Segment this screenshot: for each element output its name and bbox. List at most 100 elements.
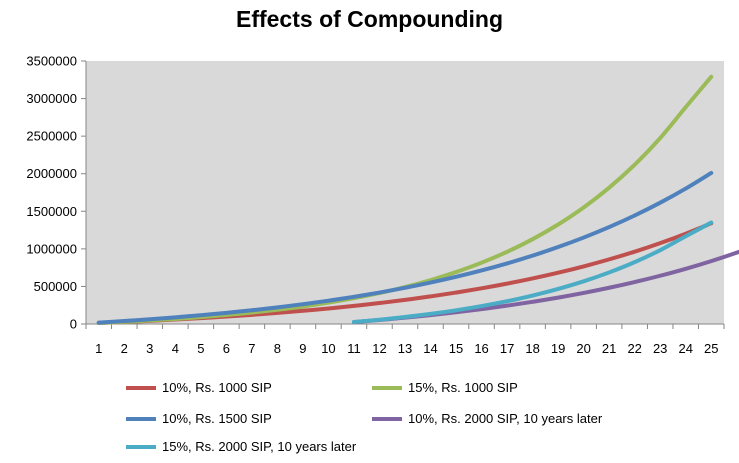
legend-item-15pct-2000-later: 15%, Rs. 2000 SIP, 10 years later — [126, 439, 356, 454]
legend-item-15pct-1000: 15%, Rs. 1000 SIP — [372, 380, 518, 395]
data-point — [454, 270, 458, 274]
x-tick-label: 15 — [449, 341, 463, 356]
x-tick-label: 2 — [121, 341, 128, 356]
x-tick-label: 25 — [704, 341, 718, 356]
x-tick-label: 9 — [299, 341, 306, 356]
data-point — [199, 313, 203, 317]
data-point — [582, 236, 586, 240]
data-point — [301, 309, 305, 313]
data-point — [709, 259, 713, 263]
data-point — [531, 237, 535, 241]
data-point — [556, 296, 560, 300]
data-point — [709, 221, 713, 225]
legend-item-10pct-2000-later: 10%, Rs. 2000 SIP, 10 years later — [372, 411, 602, 426]
data-point — [658, 201, 662, 205]
data-point — [352, 295, 356, 299]
x-tick-label: 16 — [474, 341, 488, 356]
data-point — [505, 282, 509, 286]
x-tick-label: 10 — [321, 341, 335, 356]
data-point — [582, 291, 586, 295]
data-point — [377, 291, 381, 295]
data-point — [429, 294, 433, 298]
data-point — [607, 257, 611, 261]
legend-label: 15%, Rs. 1000 SIP — [408, 380, 518, 395]
data-point — [531, 254, 535, 258]
data-point — [301, 302, 305, 306]
legend-swatch — [126, 444, 156, 449]
data-point — [326, 306, 330, 310]
data-point — [326, 299, 330, 303]
data-point — [275, 311, 279, 315]
data-point — [556, 287, 560, 291]
data-point — [684, 267, 688, 271]
data-point — [454, 275, 458, 279]
x-tick-label: 1 — [95, 341, 102, 356]
data-point — [429, 281, 433, 285]
y-tick-label: 1500000 — [26, 204, 77, 219]
x-tick-label: 3 — [146, 341, 153, 356]
data-point — [684, 187, 688, 191]
data-point — [122, 319, 126, 323]
data-point — [454, 308, 458, 312]
legend-swatch — [126, 385, 156, 390]
data-point — [250, 308, 254, 312]
data-point — [582, 264, 586, 268]
data-point — [480, 307, 484, 311]
legend-swatch — [372, 385, 402, 390]
x-tick-label: 4 — [172, 341, 179, 356]
data-point — [429, 312, 433, 316]
y-tick-label: 0 — [70, 317, 77, 332]
legend-label: 10%, Rs. 2000 SIP, 10 years later — [408, 411, 603, 426]
data-point — [377, 318, 381, 322]
data-point — [607, 225, 611, 229]
data-point — [633, 213, 637, 217]
data-point — [505, 299, 509, 303]
data-point — [684, 234, 688, 238]
x-tick-label: 7 — [248, 341, 255, 356]
data-point — [531, 294, 535, 298]
x-tick-label: 21 — [602, 341, 616, 356]
chart-title: Effects of Compounding — [235, 6, 504, 32]
data-point — [633, 260, 637, 264]
data-point — [148, 317, 152, 321]
data-point — [556, 223, 560, 227]
data-point — [607, 186, 611, 190]
data-point — [403, 298, 407, 302]
x-tick-label: 18 — [525, 341, 539, 356]
x-tick-label: 17 — [500, 341, 514, 356]
data-point — [607, 286, 611, 290]
x-tick-label: 23 — [653, 341, 667, 356]
x-tick-label: 20 — [576, 341, 590, 356]
x-tick-label: 6 — [223, 341, 230, 356]
data-point — [480, 268, 484, 272]
data-point — [377, 301, 381, 305]
series-group — [96, 74, 739, 326]
data-point — [709, 75, 713, 79]
legend-swatch — [372, 416, 402, 421]
data-point — [633, 280, 637, 284]
x-tick-label: 8 — [274, 341, 281, 356]
data-point — [173, 315, 177, 319]
data-point — [480, 304, 484, 308]
data-point — [505, 304, 509, 308]
x-tick-label: 22 — [627, 341, 641, 356]
data-point — [658, 241, 662, 245]
legend-item-10pct-1000: 10%, Rs. 1000 SIP — [126, 380, 272, 395]
y-tick-label: 2500000 — [26, 129, 77, 144]
plot-area — [86, 61, 724, 324]
data-point — [582, 279, 586, 283]
x-tick-label: 11 — [347, 341, 361, 356]
x-tick-label: 14 — [423, 341, 437, 356]
data-point — [658, 274, 662, 278]
data-point — [403, 315, 407, 319]
data-point — [709, 171, 713, 175]
data-point — [658, 136, 662, 140]
legend-label: 10%, Rs. 1500 SIP — [162, 411, 272, 426]
data-point — [531, 300, 535, 304]
data-point — [607, 270, 611, 274]
data-point — [658, 248, 662, 252]
data-point — [352, 304, 356, 308]
y-tick-label: 500000 — [34, 279, 77, 294]
data-point — [505, 250, 509, 254]
legend-item-10pct-1500: 10%, Rs. 1500 SIP — [126, 411, 272, 426]
